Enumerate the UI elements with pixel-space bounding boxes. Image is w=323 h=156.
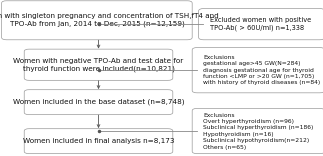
FancyBboxPatch shape <box>2 1 192 40</box>
Text: Women included in final analysis n=8,173: Women included in final analysis n=8,173 <box>23 138 174 144</box>
FancyBboxPatch shape <box>24 49 173 80</box>
Text: Women with negative TPO-Ab and test date for
thyroid function were included(n=10: Women with negative TPO-Ab and test date… <box>13 58 184 72</box>
Text: Exclusions
Overt hyperthyroidism (n=96)
Subclinical hyperthyroidism (n=186)
Hypo: Exclusions Overt hyperthyroidism (n=96) … <box>203 112 314 150</box>
FancyBboxPatch shape <box>199 9 323 40</box>
Text: Exclusions
gestational age>45 GW(N=284)
diagnosis gestational age for thyroid
fu: Exclusions gestational age>45 GW(N=284) … <box>203 55 321 85</box>
Text: Excluded women with positive
TPO-Ab( > 60U/ml) n=1,338: Excluded women with positive TPO-Ab( > 6… <box>210 17 311 31</box>
Text: Women with singleton pregnancy and concentration of TSH,fT4 and
TPO-Ab from Jan,: Women with singleton pregnancy and conce… <box>0 13 219 27</box>
FancyBboxPatch shape <box>192 108 323 154</box>
Text: Women included in the base dataset (n=8,748): Women included in the base dataset (n=8,… <box>13 99 184 105</box>
FancyBboxPatch shape <box>192 48 323 93</box>
FancyBboxPatch shape <box>24 90 173 115</box>
FancyBboxPatch shape <box>24 129 173 154</box>
